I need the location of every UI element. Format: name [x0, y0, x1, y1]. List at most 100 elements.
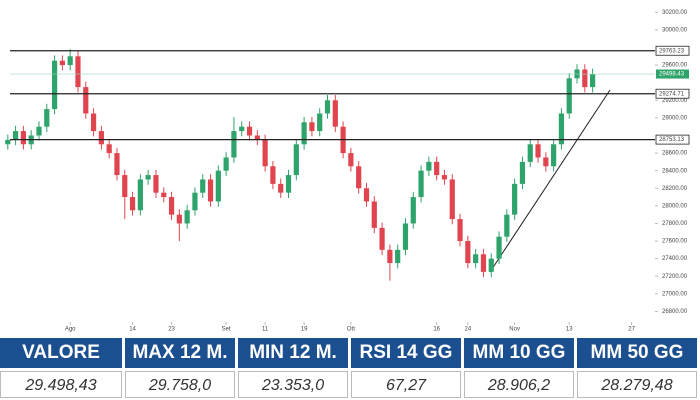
candle-body	[402, 223, 409, 250]
candle-body	[410, 197, 416, 224]
candle-body	[168, 197, 175, 215]
candle-body	[285, 175, 292, 193]
candle-body	[254, 135, 260, 140]
last-price-label: 29498.43	[659, 72, 685, 78]
candle-body	[5, 139, 11, 145]
candle-body	[67, 56, 73, 66]
y-tick-label: 28000.00	[662, 203, 688, 209]
candle-body	[161, 192, 167, 198]
level-box	[655, 134, 690, 145]
y-tick-label: 30200.00	[662, 10, 688, 16]
candle-body	[59, 60, 65, 66]
candle-body	[457, 219, 463, 242]
candle-body	[473, 254, 479, 264]
candle-body	[12, 131, 19, 140]
candle-body	[582, 69, 588, 88]
candle-body	[223, 157, 229, 171]
candle-body	[83, 87, 89, 114]
candle-body	[239, 126, 245, 132]
candle-body	[527, 144, 533, 162]
y-tick-label: 27800.00	[662, 221, 688, 227]
candle-body	[480, 254, 487, 272]
y-tick-label: 27600.00	[662, 239, 688, 245]
candle-body	[153, 175, 159, 193]
candle-body	[278, 183, 284, 193]
candle-body	[496, 236, 502, 259]
candle-body	[356, 166, 362, 189]
candle-body	[465, 241, 471, 264]
y-tick-label: 28400.00	[662, 168, 688, 174]
candle-body	[434, 161, 440, 176]
candle-body	[246, 126, 253, 136]
candle-body	[309, 122, 315, 132]
candle-body	[114, 153, 120, 176]
level-label: 28753.13	[659, 137, 685, 143]
candle-body	[262, 139, 268, 167]
candle-body	[449, 179, 455, 220]
candle-body	[137, 179, 143, 211]
x-tick-label: 24	[465, 327, 472, 333]
y-tick-label: 29000.00	[662, 115, 688, 121]
x-tick-label: 14	[129, 327, 136, 333]
candle-body	[535, 144, 541, 158]
level-label: 29763.23	[659, 48, 685, 54]
candle-body	[231, 131, 237, 158]
table-value: 67,27	[351, 371, 461, 398]
candle-body	[426, 161, 432, 171]
candle-body	[395, 249, 401, 264]
candle-body	[176, 214, 182, 224]
candle-body	[215, 170, 221, 202]
table-value: 23.353,0	[238, 371, 348, 398]
candle-body	[488, 258, 494, 272]
candle-body	[512, 183, 518, 215]
candle-body	[207, 179, 214, 202]
candle-body	[519, 161, 526, 184]
candle-body	[20, 131, 26, 145]
candle-body	[129, 197, 136, 211]
level-box	[655, 45, 690, 56]
x-tick-label: 11	[262, 327, 269, 333]
y-tick-label: 28200.00	[662, 186, 688, 192]
x-tick-label: 27	[628, 327, 635, 333]
table-value: 29.498,43	[0, 371, 122, 398]
candle-body	[200, 179, 206, 193]
candle-body	[590, 74, 596, 88]
candle-body	[192, 192, 198, 211]
candle-body	[145, 175, 151, 180]
x-tick-label: 16	[433, 327, 440, 333]
x-tick-label: 13	[566, 327, 573, 333]
y-tick-label: 27200.00	[662, 274, 688, 280]
candle-body	[504, 214, 510, 237]
y-tick-label: 29200.00	[662, 98, 688, 104]
candle-body	[566, 78, 572, 114]
table-header: MIN 12 M.	[238, 338, 348, 368]
stats-table: VALORE MAX 12 M. MIN 12 M. RSI 14 GG MM 10 G…	[0, 338, 700, 398]
table-header: VALORE	[0, 338, 122, 368]
candle-body	[293, 144, 299, 176]
candle-body	[363, 188, 370, 202]
candle-body	[51, 60, 58, 110]
candle-body	[106, 144, 112, 154]
trend-line	[489, 89, 611, 273]
candle-body	[543, 157, 549, 167]
y-tick-label: 30000.00	[662, 27, 688, 33]
x-tick-label: Set	[222, 327, 231, 333]
candle-body	[332, 100, 338, 127]
table-value: 28.906,2	[464, 371, 574, 398]
x-tick-label: 19	[301, 327, 308, 333]
x-tick-label: Ago	[65, 327, 76, 333]
y-tick-label: 27400.00	[662, 256, 688, 262]
y-tick-label: 26800.00	[662, 309, 688, 315]
candle-body	[184, 210, 190, 224]
y-tick-label: 27000.00	[662, 291, 688, 297]
y-tick-label: 29600.00	[662, 63, 688, 69]
candle-body	[324, 100, 331, 114]
candle-body	[98, 131, 104, 145]
level-label: 29274.71	[659, 91, 685, 97]
candle-body	[90, 113, 97, 132]
x-tick-label: 23	[168, 327, 175, 333]
chart: 30200.00 30000.00 29600.00 29200.00 29000.00…	[5, 10, 690, 333]
candle-body	[441, 175, 448, 180]
x-tick-label: Nov	[509, 327, 520, 333]
